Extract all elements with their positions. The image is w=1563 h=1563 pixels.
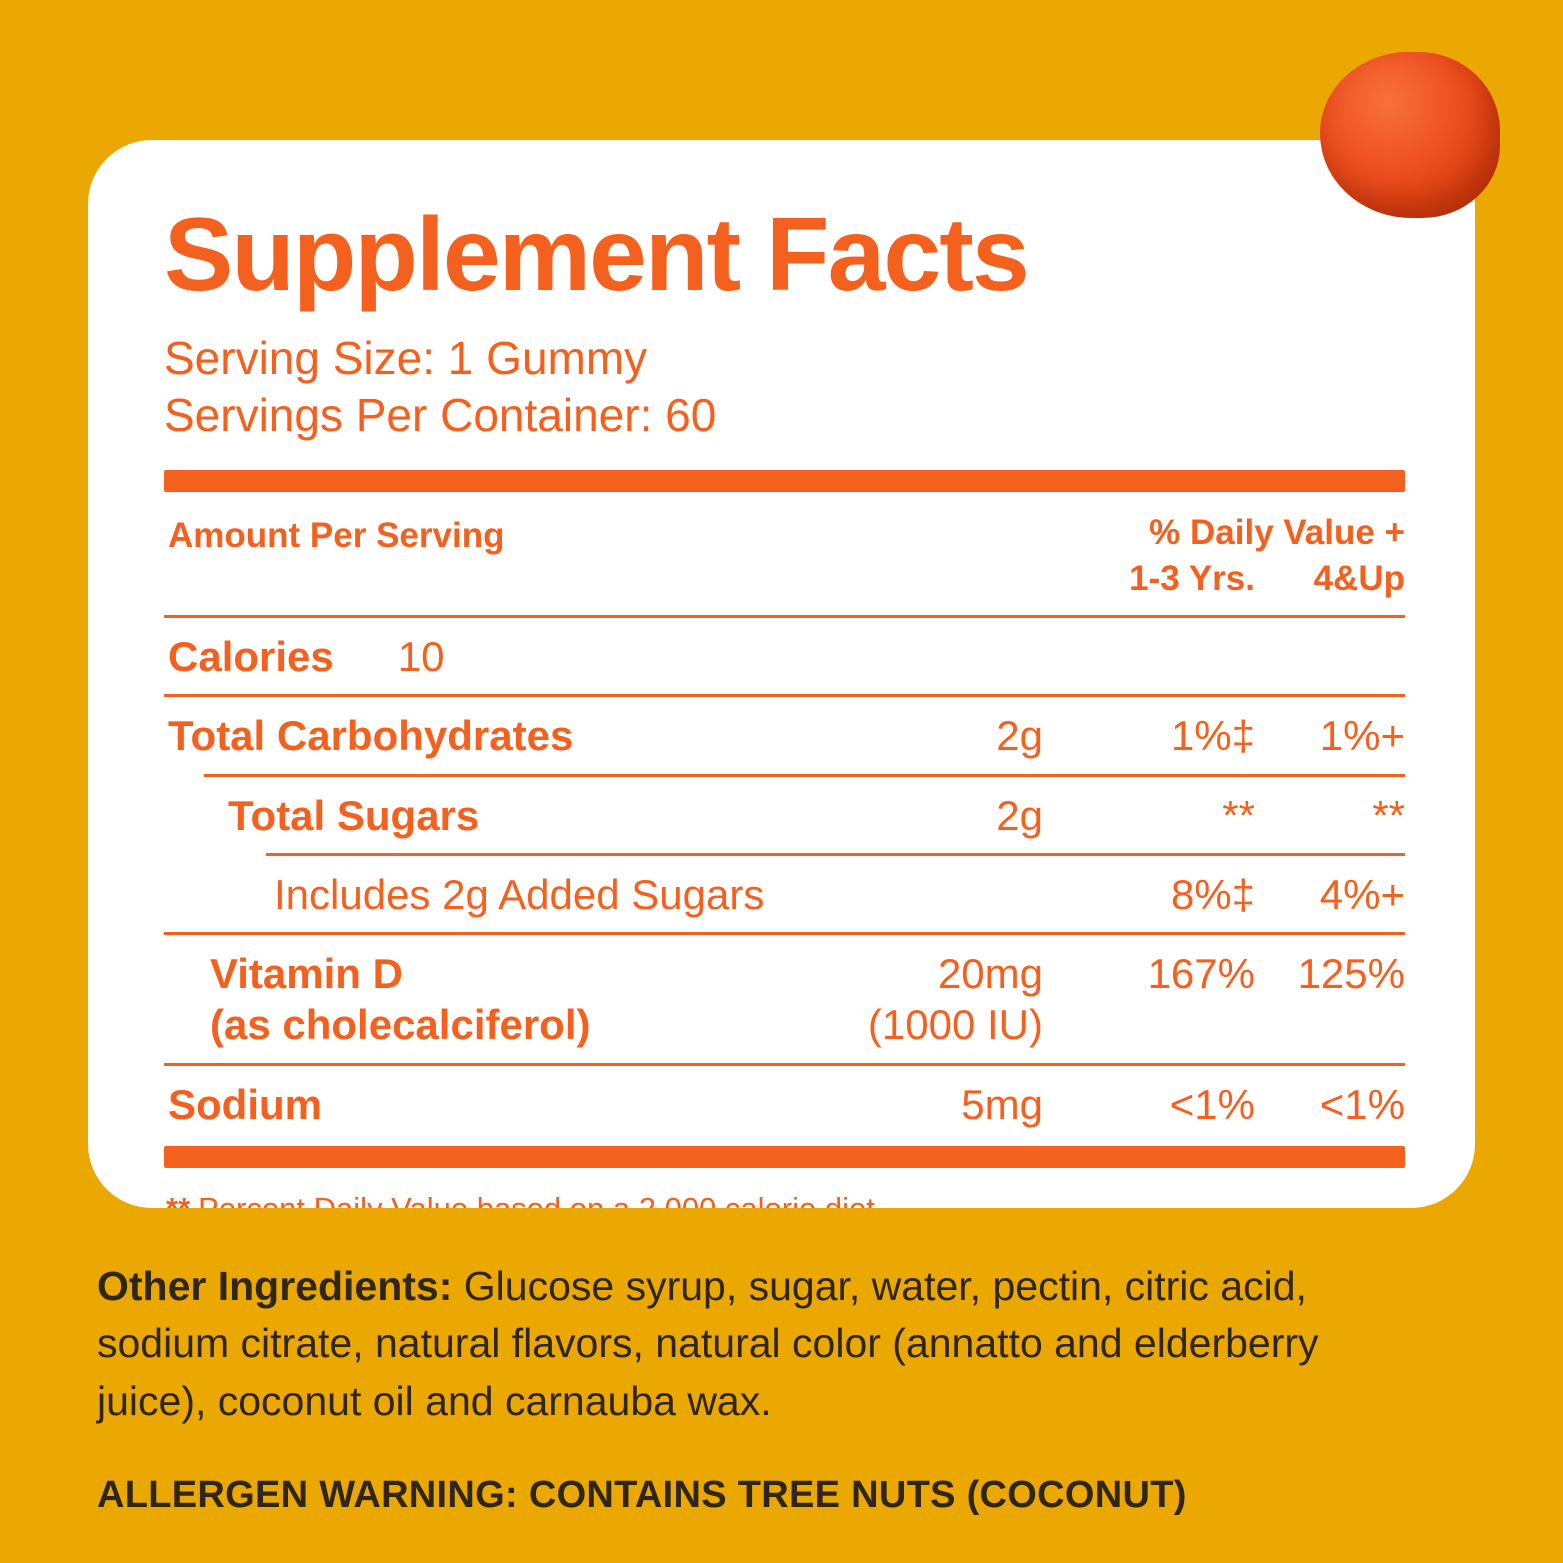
table-row-total-sugars: Total Sugars 2g ** ** xyxy=(164,777,1405,853)
row-value: 10 xyxy=(397,633,445,681)
supplement-facts-title: Supplement Facts xyxy=(164,197,1030,313)
other-ingredients-label: Other Ingredients: xyxy=(97,1263,453,1309)
footnote-symbol: ** xyxy=(166,1188,190,1208)
col-header-1-3-yrs: 1-3 Yrs. xyxy=(1129,558,1255,598)
thick-divider-top xyxy=(164,470,1405,493)
vitamin-d-amount-iu: (1000 IU) xyxy=(867,1001,1043,1049)
allergen-warning: ALLERGEN WARNING: CONTAINS TREE NUTS (CO… xyxy=(97,1474,1187,1517)
row-dv-1-3: 8%‡ xyxy=(1170,870,1255,918)
row-amount: 20mg (1000 IU) xyxy=(783,948,1043,1050)
row-dv-1-3: 1%‡ xyxy=(1170,712,1255,760)
row-amount: 5mg xyxy=(961,1080,1043,1128)
serving-info: Serving Size: 1 Gummy Servings Per Conta… xyxy=(164,330,1405,444)
divider xyxy=(164,932,1405,936)
row-amount: 2g xyxy=(996,712,1043,760)
footnote-daily-value: ** Percent Daily Value based on a 2,000 … xyxy=(166,1188,1405,1208)
row-label: Total Sugars xyxy=(228,791,480,839)
daily-value-title: % Daily Value + xyxy=(1149,513,1405,553)
row-amount: 2g xyxy=(996,791,1043,839)
footnotes: ** Percent Daily Value based on a 2,000 … xyxy=(164,1188,1405,1208)
row-dv-1-3: <1% xyxy=(1169,1080,1255,1128)
table-row-total-carbohydrates: Total Carbohydrates 2g 1%‡ 1%+ xyxy=(164,697,1405,773)
table-row-added-sugars: Includes 2g Added Sugars 8%‡ 4%+ xyxy=(164,856,1405,932)
row-dv-4up: ** xyxy=(1372,791,1405,839)
vitamin-d-form: (as cholecalciferol) xyxy=(210,1001,591,1049)
row-dv-4up: <1% xyxy=(1319,1080,1405,1128)
divider xyxy=(164,615,1405,619)
col-header-4-up: 4&Up xyxy=(1313,558,1405,598)
row-label: Sodium xyxy=(168,1080,322,1128)
amount-per-serving-header: Amount Per Serving xyxy=(168,516,505,556)
divider-indented xyxy=(204,773,1405,777)
daily-value-columns: 1-3 Yrs. 4&Up xyxy=(1043,556,1405,602)
row-dv-1-3: 167% xyxy=(1147,950,1255,998)
vitamin-d-amount-mg: 20mg xyxy=(937,950,1043,998)
divider xyxy=(164,1062,1405,1066)
bottom-text-block: Other Ingredients: Glucose syrup, sugar,… xyxy=(97,1258,1427,1517)
thick-divider-bottom xyxy=(164,1145,1405,1168)
table-row-vitamin-d: Vitamin D (as cholecalciferol) 20mg (100… xyxy=(164,935,1405,1062)
row-label: Vitamin D (as cholecalciferol) xyxy=(168,948,783,1050)
table-row-sodium: Sodium 5mg <1% <1% xyxy=(164,1066,1405,1142)
footnote-text: Percent Daily Value based on a 2,000 cal… xyxy=(198,1188,883,1208)
row-label: Includes 2g Added Sugars xyxy=(274,870,765,918)
row-label: Total Carbohydrates xyxy=(168,712,574,760)
gummy-candy-image xyxy=(1320,52,1500,218)
table-row-calories: Calories 10 xyxy=(164,618,1405,694)
serving-size-line: Serving Size: 1 Gummy xyxy=(164,332,648,385)
other-ingredients-paragraph: Other Ingredients: Glucose syrup, sugar,… xyxy=(97,1258,1427,1430)
daily-value-header: % Daily Value + 1-3 Yrs. 4&Up xyxy=(1043,510,1405,601)
table-header: Amount Per Serving % Daily Value + 1-3 Y… xyxy=(164,492,1405,615)
row-label: Calories xyxy=(168,633,334,681)
divider-indented xyxy=(266,852,1405,856)
other-ingredients-text: Glucose syrup, sugar, water, pectin, cit… xyxy=(97,1263,1319,1424)
row-dv-4up: 1%+ xyxy=(1319,712,1405,760)
supplement-facts-panel: Supplement Facts Serving Size: 1 Gummy S… xyxy=(88,140,1475,1208)
row-dv-4up: 125% xyxy=(1297,950,1405,998)
row-dv-1-3: ** xyxy=(1222,791,1255,839)
servings-per-container-line: Servings Per Container: 60 xyxy=(164,389,717,442)
vitamin-d-name: Vitamin D xyxy=(210,950,403,998)
row-dv-4up: 4%+ xyxy=(1319,870,1405,918)
divider xyxy=(164,694,1405,698)
